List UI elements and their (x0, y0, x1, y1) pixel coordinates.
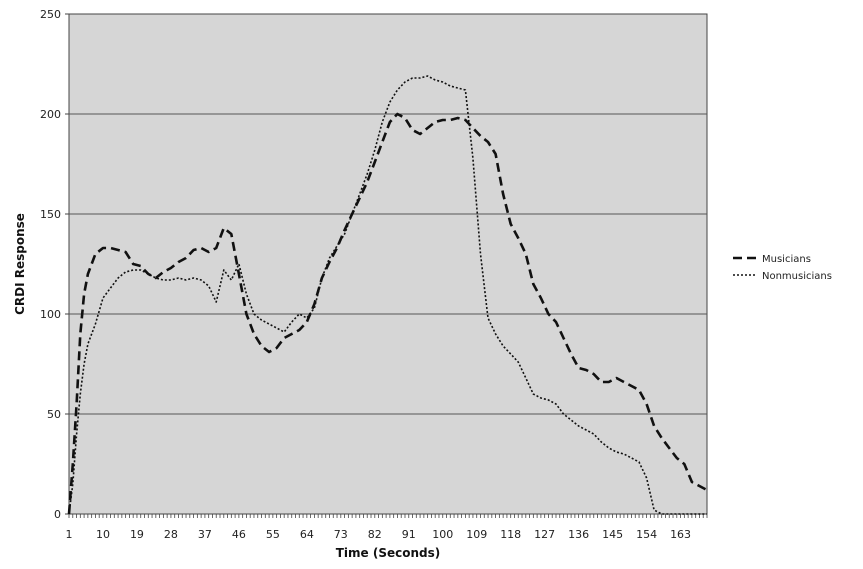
x-tick-label: 136 (568, 528, 589, 541)
x-tick-label: 55 (266, 528, 280, 541)
y-axis-title: CRDI Response (13, 213, 27, 315)
x-tick-label: 100 (432, 528, 453, 541)
series-line-musicians (67, 112, 708, 515)
y-tick-label: 0 (54, 508, 61, 521)
x-tick-label: 73 (334, 528, 348, 541)
x-tick-label: 10 (96, 528, 110, 541)
x-axis-title: Time (Seconds) (336, 546, 441, 560)
x-axis-ticks: 1 10 19 28 37 46 55 64 73 82 91 100 109 118 127 136 145 1… (66, 514, 708, 541)
x-tick-label: 118 (500, 528, 521, 541)
x-tick-label: 109 (466, 528, 487, 541)
gridlines (69, 113, 707, 415)
plot-area (68, 13, 708, 515)
y-tick-label: 250 (40, 8, 61, 21)
x-tick-label: 37 (198, 528, 212, 541)
y-axis-ticks: 0 50 100 150 200 250 (40, 8, 69, 521)
y-tick-label: 50 (47, 408, 61, 421)
x-tick-label: 82 (368, 528, 382, 541)
x-tick-label: 46 (232, 528, 246, 541)
legend-label: Musicians (762, 254, 811, 265)
y-tick-label: 100 (40, 308, 61, 321)
legend: Musicians Nonmusicians (733, 254, 832, 282)
x-tick-label: 1 (66, 528, 73, 541)
y-tick-label: 150 (40, 208, 61, 221)
x-tick-label: 28 (164, 528, 178, 541)
legend-label: Nonmusicians (762, 271, 832, 282)
x-tick-label: 145 (602, 528, 623, 541)
series-layer (67, 75, 708, 515)
y-tick-label: 200 (40, 108, 61, 121)
x-tick-label: 154 (636, 528, 657, 541)
series-line-nonmusicians (68, 75, 707, 515)
x-tick-label: 91 (402, 528, 416, 541)
x-tick-label: 19 (130, 528, 144, 541)
x-tick-label: 127 (534, 528, 555, 541)
x-tick-label: 64 (300, 528, 314, 541)
x-tick-label: 163 (670, 528, 691, 541)
